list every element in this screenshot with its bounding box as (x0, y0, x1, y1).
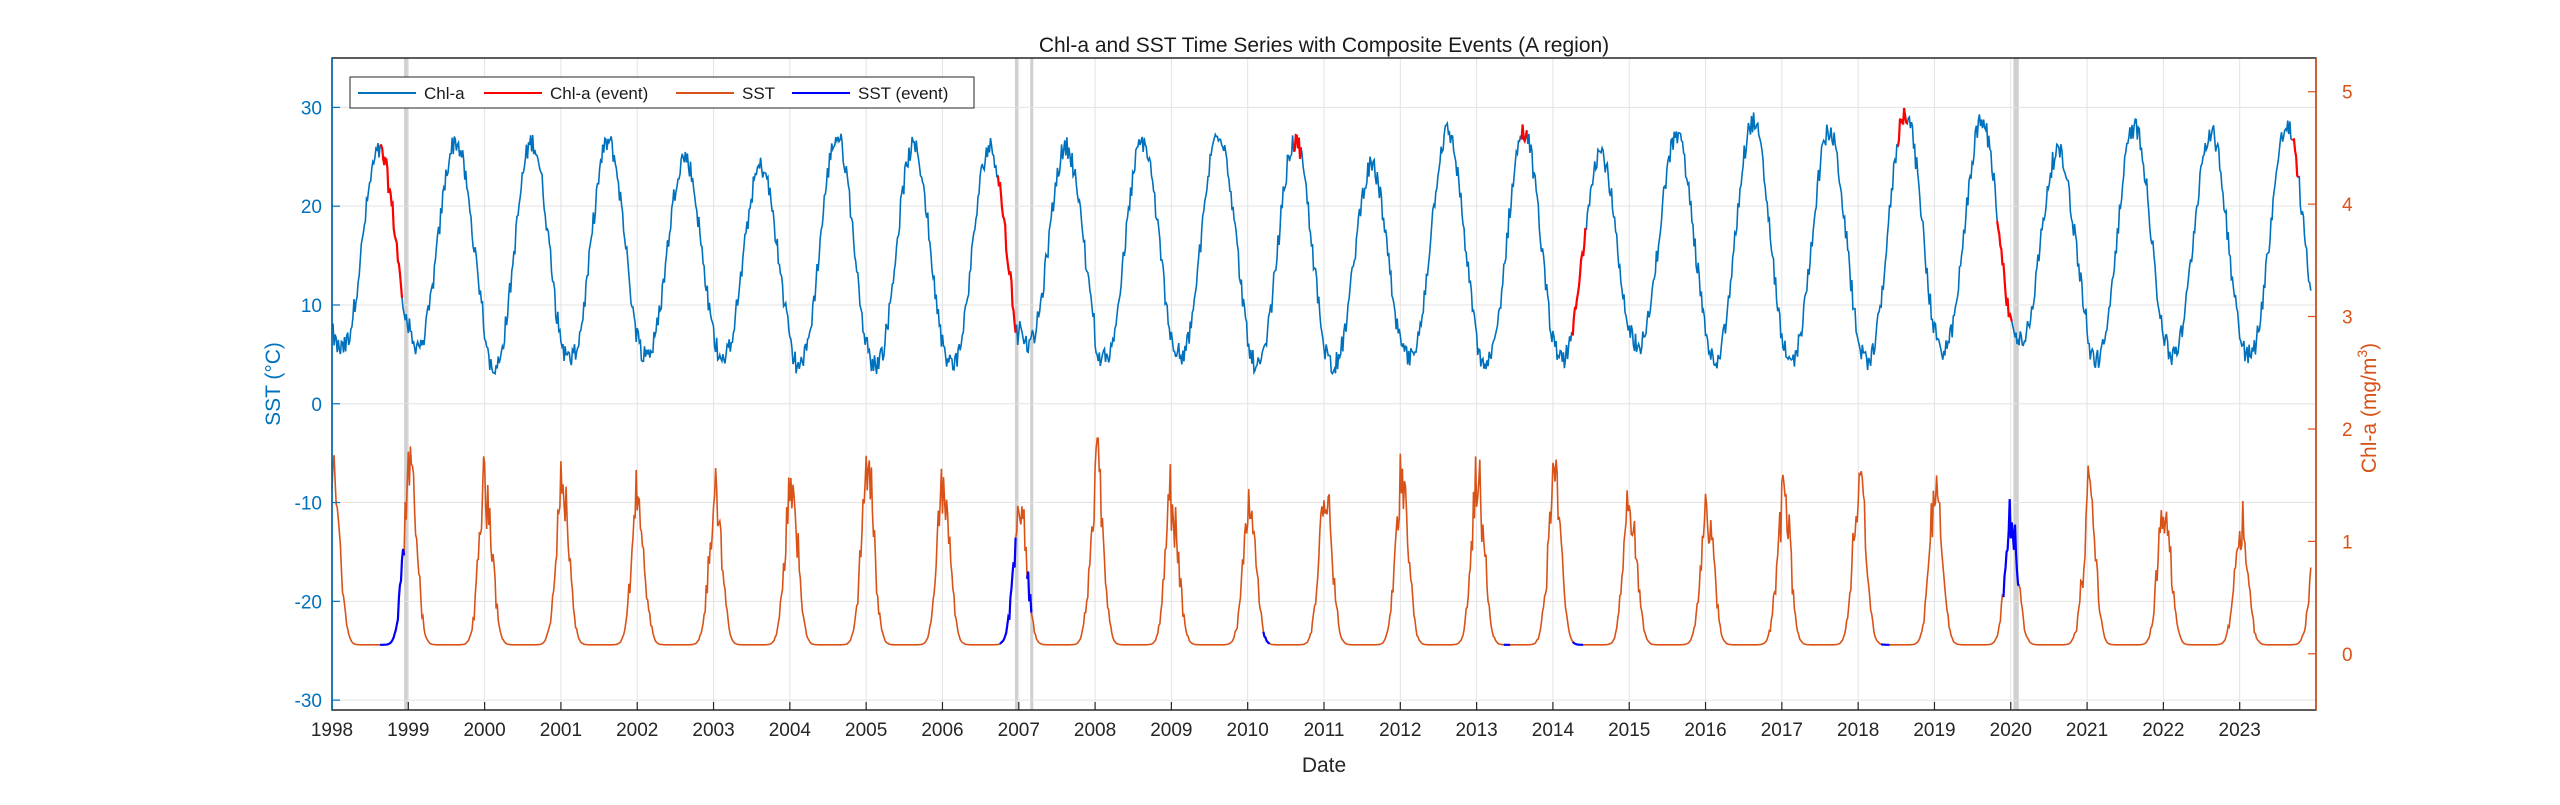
x-tick-label-2014: 2014 (1532, 720, 1575, 741)
x-tick-label-2007: 2007 (998, 720, 1040, 741)
y-right-tick-label-4: 4 (2342, 195, 2353, 216)
x-tick-label-1999: 1999 (387, 720, 429, 741)
sst-event-segment-7 (1881, 644, 1889, 645)
y-left-tick-label-0: 0 (311, 395, 322, 416)
x-tick-label-2001: 2001 (540, 720, 582, 741)
x-tick-label-2016: 2016 (1684, 720, 1726, 741)
legend-label-chla-event: Chl-a (event) (550, 84, 648, 103)
event-shade-1 (1015, 58, 1018, 710)
x-tick-label-2021: 2021 (2066, 720, 2108, 741)
y-right-tick-label-2: 2 (2342, 420, 2353, 441)
x-tick-label-2022: 2022 (2142, 720, 2184, 741)
chart-title: Chl-a and SST Time Series with Composite… (1039, 34, 1609, 57)
x-axis-label: Date (1302, 754, 1346, 777)
x-tick-label-2020: 2020 (1990, 720, 2032, 741)
x-tick-label-2004: 2004 (769, 720, 812, 741)
x-tick-label-2013: 2013 (1455, 720, 1497, 741)
x-tick-label-2011: 2011 (1304, 720, 1345, 741)
y-right-tick-label-5: 5 (2342, 83, 2353, 104)
event-shade-3 (2013, 58, 2018, 710)
x-tick-label-2000: 2000 (463, 720, 505, 741)
x-tick-label-2012: 2012 (1379, 720, 1421, 741)
x-tick-label-2010: 2010 (1227, 720, 1269, 741)
legend-label-sst-event: SST (event) (858, 84, 948, 103)
x-tick-label-1998: 1998 (311, 720, 353, 741)
y-left-tick-label-20: 20 (301, 197, 322, 218)
y-left-tick-label--20: -20 (295, 592, 322, 613)
y-left-tick-label-30: 30 (301, 98, 322, 119)
x-tick-label-2009: 2009 (1150, 720, 1192, 741)
x-tick-label-2018: 2018 (1837, 720, 1879, 741)
x-tick-label-2006: 2006 (921, 720, 963, 741)
x-tick-label-2023: 2023 (2219, 720, 2261, 741)
y-right-tick-label-0: 0 (2342, 645, 2353, 666)
x-tick-label-2015: 2015 (1608, 720, 1650, 741)
y-right-tick-label-1: 1 (2342, 532, 2353, 553)
x-tick-label-2017: 2017 (1761, 720, 1803, 741)
x-tick-label-2005: 2005 (845, 720, 887, 741)
legend-label-chla: Chl-a (424, 84, 465, 103)
y-axis-label-right: Chl-a (mg/m3) (2354, 343, 2381, 473)
legend: Chl-a Chl-a (event) SST SST (event) (350, 77, 974, 108)
x-tick-label-2008: 2008 (1074, 720, 1116, 741)
y-right-tick-label-3: 3 (2342, 308, 2353, 329)
y-left-tick-label--10: -10 (295, 494, 322, 515)
x-tick-label-2002: 2002 (616, 720, 658, 741)
y-axis-label-left: SST (°C) (262, 342, 285, 426)
event-shade-0 (404, 58, 408, 710)
legend-label-sst: SST (742, 84, 775, 103)
x-tick-label-2019: 2019 (1913, 720, 1955, 741)
y-left-tick-label-10: 10 (301, 296, 322, 317)
y-left-tick-label--30: -30 (295, 691, 322, 712)
x-tick-label-2003: 2003 (692, 720, 734, 741)
